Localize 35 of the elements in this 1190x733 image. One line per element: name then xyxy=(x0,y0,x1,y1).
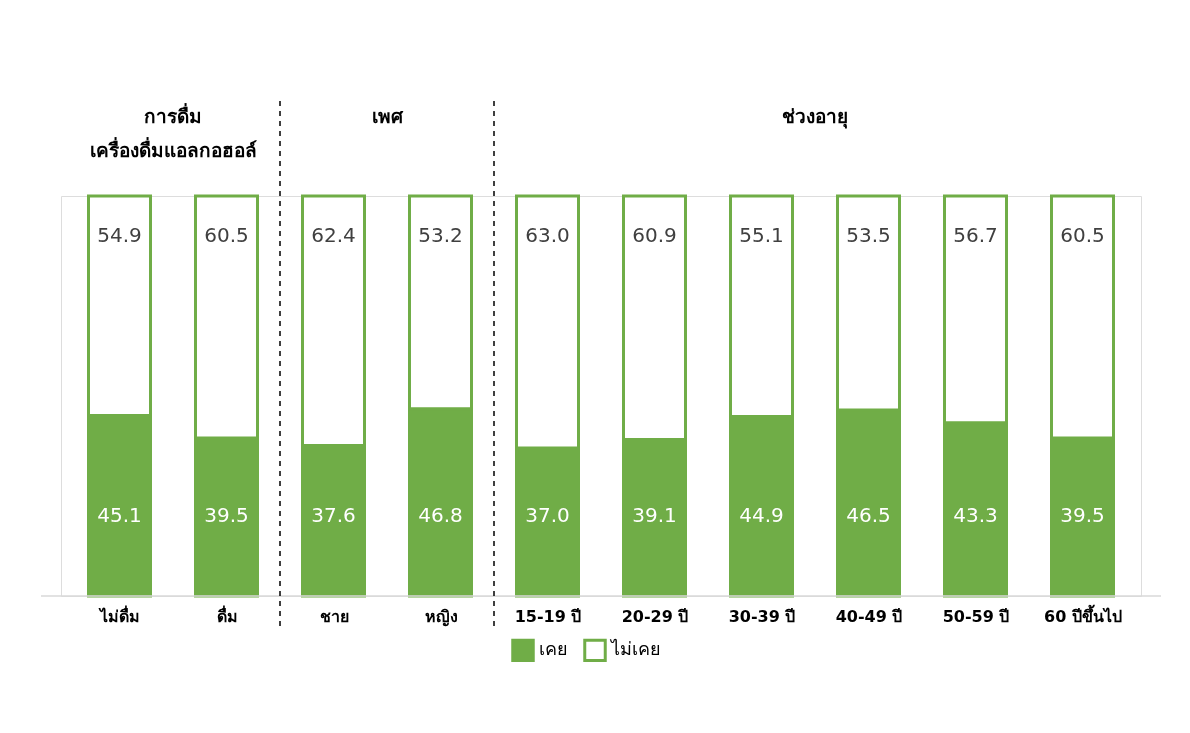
data-label: 44.9 xyxy=(739,503,784,527)
data-label: 55.1 xyxy=(739,223,784,247)
data-label: 39.5 xyxy=(1060,503,1105,527)
data-label: 62.4 xyxy=(311,223,356,247)
data-label: 63.0 xyxy=(525,223,570,247)
data-label: 39.1 xyxy=(632,503,677,527)
x-tick-label: 40-49 ปี xyxy=(835,606,903,626)
data-label: 60.5 xyxy=(204,223,249,247)
data-label: 60.5 xyxy=(1060,223,1105,247)
x-tick-label: ไม่ดื่ม xyxy=(98,604,140,626)
data-label: 53.2 xyxy=(418,223,463,247)
data-label: 53.5 xyxy=(846,223,891,247)
data-label: 56.7 xyxy=(953,223,998,247)
data-label: 45.1 xyxy=(97,503,142,527)
x-tick-label: 30-39 ปี xyxy=(728,606,796,626)
x-tick-label: หญิง xyxy=(424,606,458,627)
data-label: 54.9 xyxy=(97,223,142,247)
data-label: 60.9 xyxy=(632,223,677,247)
legend-label: เคย xyxy=(539,638,568,660)
data-label: 43.3 xyxy=(953,503,998,527)
x-tick-label: 15-19 ปี xyxy=(514,606,582,626)
x-tick-label: ชาย xyxy=(319,606,349,626)
x-tick-label: 60 ปีขึ้นไป xyxy=(1044,603,1122,626)
x-tick-label: 20-29 ปี xyxy=(621,606,689,626)
text: การดื่ม เครื่องดื่มแอลกอฮอล์ xyxy=(89,103,257,161)
text: เพศ xyxy=(371,105,404,127)
data-label: 39.5 xyxy=(204,503,249,527)
x-tick-label: 50-59 ปี xyxy=(942,606,1010,626)
data-label: 46.8 xyxy=(418,503,463,527)
x-tick-label: ดื่ม xyxy=(216,604,238,626)
text: ช่วงอายุ xyxy=(782,105,848,129)
data-label: 37.6 xyxy=(311,503,356,527)
legend-label: ไม่เคย xyxy=(609,638,661,660)
data-label: 46.5 xyxy=(846,503,891,527)
data-label: 37.0 xyxy=(525,503,570,527)
